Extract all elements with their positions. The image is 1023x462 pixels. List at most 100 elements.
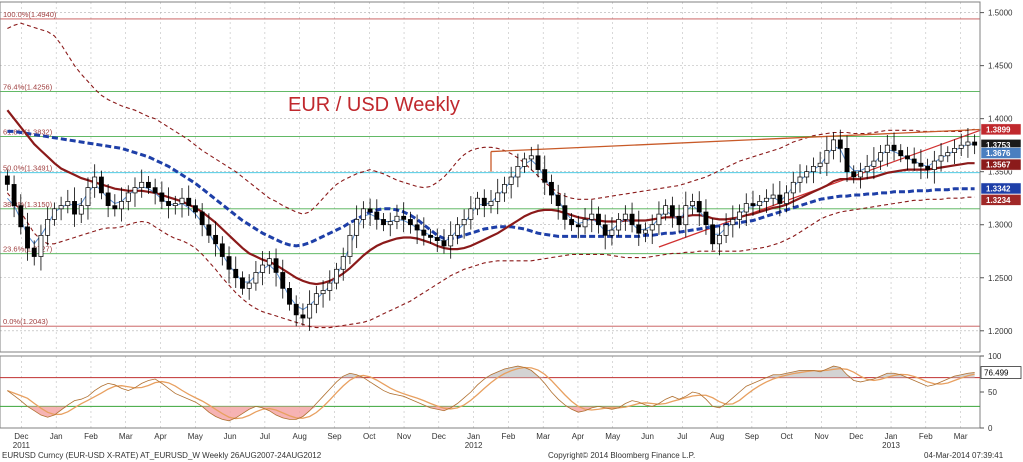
x-tick-label: May	[188, 432, 203, 441]
candle-body	[669, 205, 675, 217]
candle-body	[85, 187, 91, 206]
candle-body	[280, 272, 286, 289]
candle-body	[159, 192, 165, 202]
upper-trend-line	[490, 128, 983, 153]
x-tick-label: Oct	[363, 432, 376, 441]
x-tick-label: Aug	[293, 432, 307, 441]
x-tick-label: Feb	[84, 432, 98, 441]
x-tick-label: Mar	[119, 432, 133, 441]
candle-body	[260, 264, 266, 273]
candle-body	[549, 181, 554, 196]
oscillator-panel: 100 50 0 76.499	[0, 352, 1022, 433]
candle-body	[65, 201, 71, 206]
candle-body	[206, 224, 212, 236]
candle-body	[407, 219, 413, 226]
price-tag-label: 1.3899	[986, 125, 1011, 134]
candle-body	[394, 215, 400, 222]
candle-body	[770, 194, 776, 199]
candle-body	[334, 268, 339, 284]
x-tick-label: Dec	[14, 432, 28, 441]
candle-body	[864, 166, 870, 173]
long-moving-average-line	[7, 129, 975, 248]
candle-body	[253, 272, 259, 284]
x-tick-label: Mar	[954, 432, 968, 441]
candle-body	[98, 176, 104, 194]
candle-body	[508, 176, 514, 185]
candle-body	[582, 219, 588, 228]
candle-body	[233, 268, 239, 279]
candle-body	[213, 234, 219, 245]
candle-body	[38, 234, 44, 257]
candle-body	[293, 303, 299, 316]
price-tag-box	[980, 158, 1022, 171]
x-year-label: 2013	[882, 441, 900, 448]
candle-body	[152, 187, 158, 194]
price-tag-box	[980, 182, 1022, 195]
candle-body	[898, 150, 904, 157]
candle-body	[313, 293, 319, 305]
candle-body	[844, 148, 850, 173]
footer-security-info: EURUSD Curncy (EUR-USD X-RATE) AT_EURUSD…	[2, 451, 322, 460]
candle-body	[287, 288, 292, 305]
candle-body	[925, 166, 931, 170]
y-tick-label: 1.3500	[988, 168, 1013, 177]
price-tag-box	[980, 123, 1022, 136]
price-tag-label: 1.3753	[986, 141, 1011, 150]
candle-body	[387, 221, 393, 226]
x-tick-label: Feb	[919, 432, 933, 441]
chart-title: EUR / USD Weekly	[288, 94, 460, 116]
candle-body	[871, 160, 877, 167]
candle-body	[421, 229, 427, 236]
candle-body	[609, 229, 615, 236]
y-tick-label: 1.2000	[988, 327, 1013, 336]
y-tick-label: 1.4500	[988, 62, 1013, 71]
candle-body	[972, 141, 978, 146]
y-tick-label: 1.2500	[988, 274, 1013, 283]
candle-body	[656, 213, 662, 226]
candle-body	[784, 192, 789, 204]
x-tick-label: Aug	[710, 432, 724, 441]
candle-body	[616, 219, 622, 231]
candle-body	[367, 208, 373, 213]
candle-body	[354, 219, 360, 236]
grid-layer	[0, 2, 980, 428]
candle-body	[790, 181, 796, 194]
candle-body	[737, 211, 742, 220]
y-tick-label: 1.4000	[988, 115, 1013, 124]
candle-body	[186, 197, 192, 206]
candle-body	[327, 282, 333, 291]
candle-body	[119, 201, 124, 210]
candle-body	[226, 256, 232, 270]
x-tick-label: Apr	[154, 432, 167, 441]
candle-body	[716, 234, 722, 245]
candle-body	[958, 144, 964, 149]
y-tick-label: 1.5000	[988, 9, 1013, 18]
candle-body	[374, 211, 380, 220]
candle-body	[690, 201, 695, 206]
price-tag-label: 1.3567	[986, 161, 1011, 170]
main-panel-frame	[0, 1, 981, 353]
candle-body	[703, 211, 709, 226]
candle-body	[125, 192, 131, 202]
x-tick-label: Sep	[745, 432, 760, 441]
candle-body	[515, 166, 521, 178]
candle-body	[434, 237, 440, 241]
candle-body	[495, 192, 501, 202]
candle-body	[663, 205, 669, 215]
candle-body	[562, 205, 568, 220]
price-tag-label: 1.3676	[986, 149, 1011, 158]
x-tick-label: Apr	[572, 432, 585, 441]
candle-body	[45, 219, 51, 236]
x-tick-label: Jul	[677, 432, 687, 441]
candle-body	[622, 213, 628, 220]
candle-body	[683, 205, 689, 226]
candle-body	[381, 219, 386, 226]
candle-body	[488, 201, 494, 206]
candle-body	[676, 215, 682, 226]
x-tick-label: Feb	[501, 432, 515, 441]
eurusd-chart: 100.0%(1.4940) 76.4%(1.4256) 61.8%(1.3832)…	[0, 0, 1023, 448]
candle-body	[481, 197, 487, 206]
candle-body	[273, 258, 279, 273]
oscillator-value-tag	[980, 366, 1022, 379]
